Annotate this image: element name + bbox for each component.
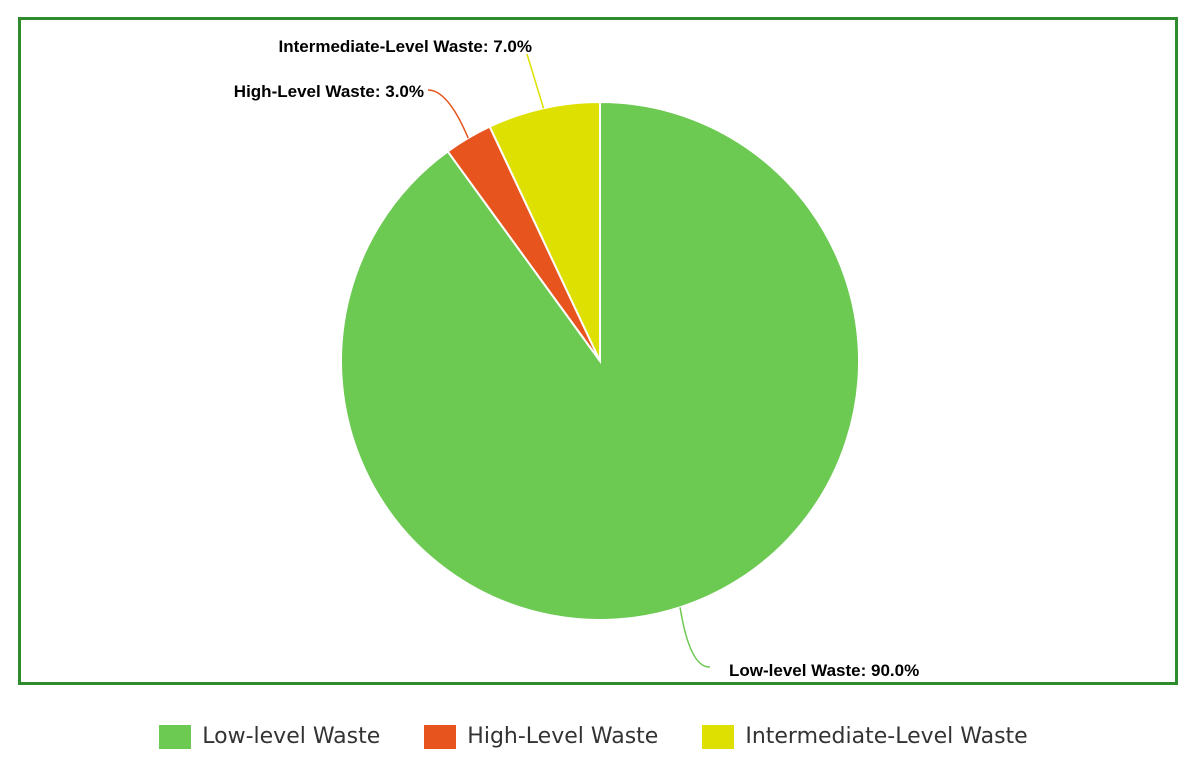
leader-line-intermediate-level-waste — [526, 53, 545, 109]
legend-item-intermediate-level-waste[interactable]: Intermediate-Level Waste — [702, 724, 1028, 749]
legend-swatch — [424, 724, 457, 749]
legend-swatch — [159, 724, 192, 749]
legend-label: High-Level Waste — [467, 724, 659, 749]
label-leader-lines — [427, 53, 711, 668]
slice-label-low-level-waste: Low-level Waste: 90.0% — [729, 661, 919, 680]
pie-slice-intermediate-level-waste[interactable] — [488, 100, 601, 362]
chart-legend: Low-level Waste High-Level Waste Interme… — [0, 724, 1187, 749]
leader-line-low-level-waste — [679, 607, 711, 668]
leader-line-high-level-waste — [427, 89, 469, 139]
slice-label-high-level-waste: High-Level Waste: 3.0% — [234, 82, 424, 101]
slice-labels: Low-level Waste: 90.0% High-Level Waste: … — [234, 37, 919, 680]
legend-item-high-level-waste[interactable]: High-Level Waste — [424, 724, 658, 749]
legend-swatch — [702, 724, 735, 749]
legend-item-low-level-waste[interactable]: Low-level Waste — [159, 724, 380, 749]
legend-label: Intermediate-Level Waste — [745, 724, 1028, 749]
pie-slices — [340, 100, 860, 621]
legend-label: Low-level Waste — [202, 724, 381, 749]
slice-label-intermediate-level-waste: Intermediate-Level Waste: 7.0% — [278, 37, 532, 56]
